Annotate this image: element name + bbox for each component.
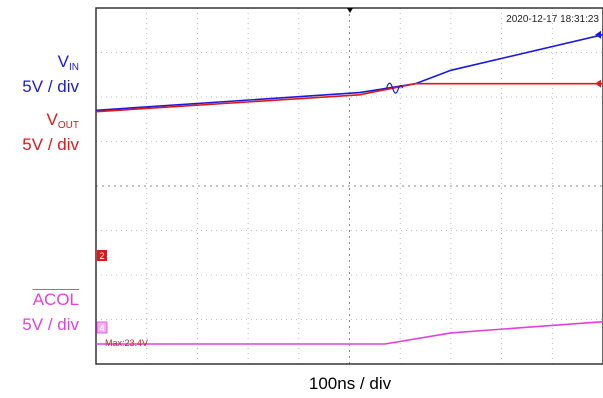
vin-offset-arrow: [595, 30, 601, 39]
ch2-marker: 2: [97, 250, 107, 261]
ch4-marker: 4: [96, 321, 108, 334]
traces: [95, 30, 603, 345]
vin-scale: 5V / div: [22, 77, 79, 96]
vout-subscript: OUT: [57, 120, 79, 131]
acol-scale: 5V / div: [22, 315, 79, 334]
vout-name: V: [46, 110, 58, 129]
vin-ringing-glitch: [386, 82, 404, 94]
vin-label: VIN: [58, 52, 79, 75]
graticule: [96, 8, 603, 364]
vin-name: V: [57, 52, 69, 71]
max-readout: Max:23.4V: [105, 338, 148, 348]
trace-acol: [96, 320, 603, 345]
trigger-position-marker: [347, 8, 353, 13]
ch4-marker-label: 4: [99, 323, 104, 333]
ch2-marker-label: 2: [99, 251, 104, 261]
vout-scale: 5V / div: [22, 135, 79, 154]
acol-label: ACOL: [32, 290, 79, 309]
vout-label: VOUT: [47, 110, 79, 133]
trace-vout: [95, 82, 603, 113]
vin-subscript: IN: [69, 62, 79, 73]
vout-offset-arrow: [595, 79, 601, 88]
timestamp: 2020-12-17 18:31:23: [506, 14, 599, 25]
x-axis-label: 100ns / div: [308, 374, 392, 393]
